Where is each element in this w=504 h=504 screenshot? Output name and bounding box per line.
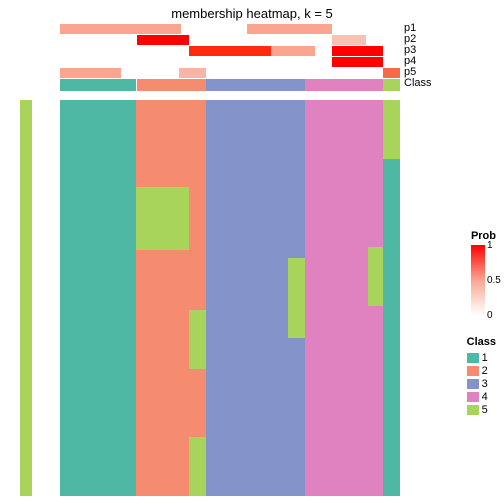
- heatmap-column: [136, 100, 189, 496]
- legend-class-item: 5: [467, 403, 496, 416]
- heatmap-band: [368, 247, 383, 306]
- heatmap-column: [368, 100, 383, 496]
- class-seg: [189, 79, 206, 91]
- chart-title: membership heatmap, k = 5: [0, 6, 504, 21]
- anno-label: Class: [404, 78, 432, 88]
- anno-label: p4: [404, 56, 416, 66]
- heatmap-band: [305, 100, 368, 496]
- left-sampling-bar: [20, 100, 32, 496]
- heatmap-column: [305, 100, 368, 496]
- legend-swatch: [467, 379, 479, 389]
- class-seg: [206, 79, 288, 91]
- heatmap-band: [383, 100, 400, 159]
- class-seg: [137, 79, 190, 91]
- legend-class-item: 2: [467, 364, 496, 377]
- class-seg: [383, 79, 400, 91]
- heatmap-band: [136, 187, 189, 250]
- heatmap-band: [123, 100, 137, 496]
- anno-row-p3: p3: [60, 46, 400, 56]
- prob-seg: [189, 46, 271, 56]
- heatmap-column: [123, 100, 137, 496]
- legend-label: 3: [482, 378, 488, 390]
- prob-seg: [60, 24, 181, 34]
- prob-seg: [332, 35, 366, 45]
- legend-label: 4: [482, 391, 488, 403]
- prob-tick: 0.5: [487, 275, 501, 286]
- heatmap-band: [288, 258, 305, 337]
- prob-tick: 1: [487, 240, 493, 251]
- membership-heatmap: [60, 100, 400, 496]
- heatmap-column: [189, 100, 206, 496]
- heatmap-band: [288, 100, 305, 258]
- legend-swatch: [467, 405, 479, 415]
- class-seg: [123, 79, 137, 91]
- heatmap-column: [206, 100, 288, 496]
- heatmap-band: [368, 306, 383, 496]
- legend-class-item: 1: [467, 351, 496, 364]
- anno-row-p4: p4: [60, 57, 400, 67]
- heatmap-column: [288, 100, 305, 496]
- anno-label: p5: [404, 67, 416, 77]
- class-seg: [368, 79, 383, 91]
- prob-seg: [332, 57, 383, 67]
- legend-swatch: [467, 353, 479, 363]
- legend-class-item: 4: [467, 390, 496, 403]
- heatmap-column: [60, 100, 123, 496]
- legend-class: Class 12345: [467, 336, 496, 416]
- heatmap-band: [189, 310, 206, 369]
- prob-seg: [247, 24, 332, 34]
- anno-label: p2: [404, 34, 416, 44]
- legend-swatch: [467, 366, 479, 376]
- heatmap-band: [60, 100, 123, 496]
- prob-seg: [383, 68, 400, 78]
- legend-label: 5: [482, 404, 488, 416]
- legend-prob: Prob 10.50: [471, 230, 496, 315]
- prob-seg: [332, 46, 383, 56]
- heatmap-band: [189, 369, 206, 436]
- class-seg: [305, 79, 368, 91]
- prob-gradient: 10.50: [471, 245, 485, 315]
- heatmap-band: [206, 100, 288, 496]
- heatmap-band: [189, 100, 206, 310]
- heatmap-band: [288, 338, 305, 496]
- legend-label: 2: [482, 365, 488, 377]
- heatmap-band: [136, 250, 189, 496]
- anno-label: p1: [404, 23, 416, 33]
- anno-row-p5: p5: [60, 68, 400, 78]
- prob-seg: [60, 68, 121, 78]
- legend-swatch: [467, 392, 479, 402]
- prob-seg: [271, 46, 315, 56]
- anno-row-p1: p1: [60, 24, 400, 34]
- class-seg: [60, 79, 123, 91]
- legend-label: 1: [482, 352, 488, 364]
- prob-seg: [137, 35, 190, 45]
- anno-row-Class: Class: [60, 79, 400, 91]
- anno-label: p3: [404, 45, 416, 55]
- anno-row-p2: p2: [60, 35, 400, 45]
- heatmap-band: [368, 100, 383, 247]
- heatmap-column: [383, 100, 400, 496]
- prob-tick: 0: [487, 310, 493, 321]
- class-seg: [288, 79, 305, 91]
- heatmap-band: [383, 159, 400, 496]
- heatmap-band: [136, 100, 189, 187]
- legend-class-item: 3: [467, 377, 496, 390]
- heatmap-band: [189, 437, 206, 496]
- top-annotation: p1p2p3p4p5Class: [60, 24, 400, 92]
- legend-class-title: Class: [467, 336, 496, 348]
- prob-seg: [179, 68, 206, 78]
